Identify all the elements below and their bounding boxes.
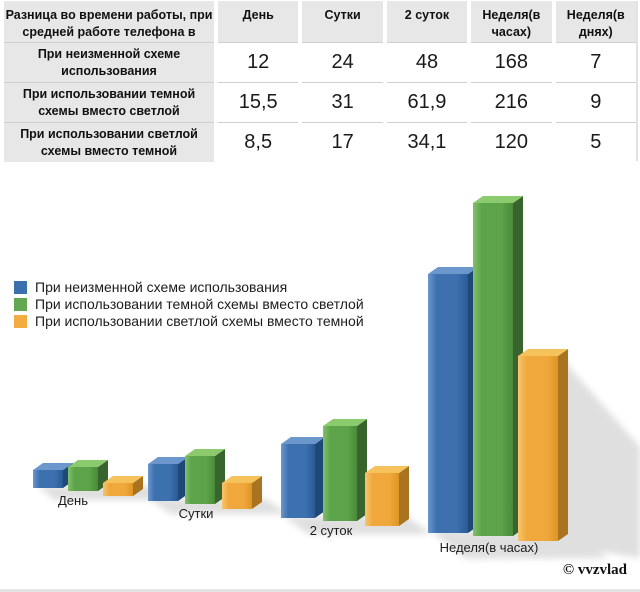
table-header-col: Неделя(в часах) (471, 1, 552, 42)
bar-series2-cat1 (68, 460, 108, 491)
table-header-col: День (218, 1, 299, 42)
table-cell-value: 216 (471, 82, 552, 122)
table-row: При использовании светлой схемы вместо т… (4, 122, 636, 162)
chart-legend: При неизменной схеме использования При ис… (14, 279, 364, 332)
table-header-col: Сутки (302, 1, 383, 42)
table-cell-value: 5 (555, 122, 636, 162)
bar-series3-cat1 (103, 476, 143, 496)
category-label: Неделя(в часах) (439, 540, 539, 555)
bar-series1-cat1 (33, 463, 73, 488)
bottom-divider (0, 589, 640, 592)
bar-front-face (473, 203, 513, 536)
bar-top-face (473, 196, 523, 203)
bar-side-face (133, 476, 143, 496)
legend-item: При неизменной схеме использования (14, 279, 364, 295)
bar-front-face (148, 464, 178, 501)
results-table: Разница во времени работы, при средней р… (0, 1, 640, 162)
bar-series1-cat2 (148, 457, 188, 501)
bar-front-face (323, 426, 357, 521)
chart-shadows (38, 353, 640, 559)
bar-side-face (315, 437, 325, 518)
bar-front-face (103, 483, 133, 496)
bar-top-face (33, 463, 73, 470)
table-cell-value: 7 (555, 42, 636, 82)
table-row-label: При неизменной схеме использования (4, 42, 214, 82)
bar-top-face (323, 419, 367, 426)
table-header-col: 2 суток (386, 1, 468, 42)
bar-top-face (281, 437, 325, 444)
category-label: День (58, 493, 88, 508)
table-cell-value: 24 (302, 42, 383, 82)
table-cell-value: 120 (471, 122, 552, 162)
bar-top-face (428, 267, 478, 274)
table-right-edge (636, 1, 638, 161)
bar-series2-cat2 (185, 449, 225, 504)
bar-top-face (365, 466, 409, 473)
legend-item: При использовании темной схемы вместо св… (14, 296, 364, 312)
category-label: Сутки (178, 506, 214, 521)
bar-series3-cat3 (365, 466, 409, 526)
table-row-label: При использовании светлой схемы вместо т… (4, 122, 214, 162)
table-header-col: Неделя(в днях) (555, 1, 636, 42)
legend-swatch-icon (14, 315, 27, 328)
bar-side-face (215, 449, 225, 504)
table-cell-value: 17 (302, 122, 383, 162)
table-header-row: Разница во времени работы, при средней р… (4, 1, 636, 42)
table-cell-value: 168 (471, 42, 552, 82)
legend-label: При использовании темной схемы вместо св… (35, 296, 364, 312)
bar-side-face (252, 476, 262, 509)
bar-front-face (185, 456, 215, 504)
bar-side-face (98, 460, 108, 491)
bar-top-face (518, 349, 568, 356)
bar-top-face (68, 460, 108, 467)
bar-front-face (518, 356, 558, 541)
table-row-label: При использовании темной схемы вместо св… (4, 82, 214, 122)
bar-front-face (68, 467, 98, 491)
legend-label: При неизменной схеме использования (35, 279, 288, 295)
table-row: При неизменной схеме использования 12 24 48… (4, 42, 636, 82)
table-header-rowlabel: Разница во времени работы, при средней р… (4, 1, 214, 42)
legend-swatch-icon (14, 298, 27, 311)
bar-series3-cat2 (222, 476, 262, 509)
table-cell-value: 61,9 (386, 82, 468, 122)
bar-top-face (222, 476, 262, 483)
bar-front-face (33, 470, 63, 488)
table-cell-value: 34,1 (386, 122, 468, 162)
bar-front-face (365, 473, 399, 526)
table-cell-value: 31 (302, 82, 383, 122)
bar-top-face (185, 449, 225, 456)
bar-front-face (428, 274, 468, 533)
bar-front-face (222, 483, 252, 509)
bar-series2-cat3 (323, 419, 367, 521)
bar-series2-cat4 (473, 196, 523, 536)
bar-series3-cat4 (518, 349, 568, 541)
bar-side-face (178, 457, 188, 501)
bar-top-face (103, 476, 143, 483)
table-cell-value: 48 (386, 42, 468, 82)
table-cell-value: 12 (218, 42, 299, 82)
bar-side-face (558, 349, 568, 541)
bar-top-face (148, 457, 188, 464)
bar-series1-cat4 (428, 267, 478, 533)
bar-side-face (399, 466, 409, 526)
legend-swatch-icon (14, 281, 27, 294)
table-cell-value: 15,5 (218, 82, 299, 122)
bar-series1-cat3 (281, 437, 325, 518)
watermark: © vvzvlad (562, 562, 627, 578)
legend-label: При использовании светлой схемы вместо т… (35, 313, 364, 329)
table-cell-value: 8,5 (218, 122, 299, 162)
bar-chart: День Сутки 2 суток Неделя(в часах) (0, 170, 640, 570)
category-label: 2 суток (309, 523, 353, 538)
bar-side-face (357, 419, 367, 521)
legend-item: При использовании светлой схемы вместо т… (14, 313, 364, 329)
table-cell-value: 9 (555, 82, 636, 122)
table-row: При использовании темной схемы вместо св… (4, 82, 636, 122)
bar-front-face (281, 444, 315, 518)
